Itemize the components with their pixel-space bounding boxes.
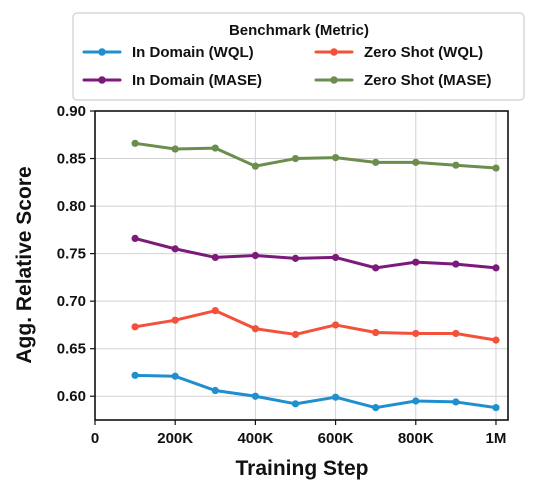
data-point	[291, 400, 300, 408]
data-point	[492, 264, 500, 272]
series-line	[133, 309, 498, 342]
data-point	[452, 260, 460, 268]
data-point	[251, 251, 259, 260]
data-point	[131, 139, 139, 147]
series-2	[131, 234, 500, 272]
legend-box	[72, 12, 525, 101]
legend-label: In Domain (WQL)	[132, 44, 254, 61]
data-point	[291, 330, 300, 339]
legend-label: Zero Shot (MASE)	[364, 72, 492, 89]
series-3	[131, 307, 500, 344]
y-tick-label: 0.60	[57, 388, 86, 405]
data-point	[492, 336, 500, 344]
x-tick-label: 1M	[486, 430, 507, 447]
series-group	[131, 139, 500, 412]
data-point	[372, 328, 380, 337]
legend-label: Zero Shot (WQL)	[364, 44, 483, 61]
data-point	[171, 245, 179, 253]
data-point	[251, 325, 259, 333]
data-point	[331, 153, 340, 162]
data-point	[211, 253, 219, 262]
data-point	[372, 264, 380, 272]
data-point	[412, 397, 420, 405]
legend-swatch-marker	[330, 76, 338, 84]
data-point	[171, 145, 179, 153]
y-tick-label: 0.90	[57, 103, 86, 120]
data-point	[211, 307, 219, 315]
y-tick-label: 0.75	[57, 246, 86, 263]
y-tick-label: 0.65	[57, 341, 86, 358]
data-point	[171, 316, 179, 324]
data-point	[331, 393, 340, 401]
series-line	[133, 236, 498, 270]
data-point	[372, 158, 380, 166]
y-axis-title: Agg. Relative Score	[13, 166, 36, 363]
legend-entry: Zero Shot (WQL)	[314, 44, 483, 61]
x-tick-label: 200K	[157, 430, 193, 447]
series-line	[133, 373, 498, 410]
data-point	[251, 392, 259, 400]
legend-entry: In Domain (WQL)	[82, 44, 254, 61]
legend-swatch-marker	[98, 76, 106, 84]
data-point	[211, 144, 219, 152]
y-tick-label: 0.85	[57, 151, 86, 168]
data-point	[131, 323, 139, 331]
data-point	[492, 404, 500, 412]
data-point	[372, 404, 380, 412]
data-point	[291, 154, 300, 163]
x-tick-label: 400K	[237, 430, 273, 447]
legend-entry: In Domain (MASE)	[82, 72, 262, 89]
series-4	[131, 139, 500, 172]
data-point	[452, 398, 460, 406]
data-point	[492, 164, 500, 172]
series-line	[133, 141, 498, 170]
data-point	[331, 253, 340, 262]
legend-swatch-marker	[98, 48, 106, 56]
legend-label: In Domain (MASE)	[132, 72, 262, 89]
legend-swatch-marker	[330, 48, 338, 56]
data-point	[171, 372, 179, 380]
data-point	[412, 258, 420, 266]
axis-ticks: 0 200K 400K 600K 800K 1M 0.60 0.65 0.70 0.75 0.80 0…	[57, 103, 507, 447]
data-point	[412, 329, 420, 338]
data-point	[291, 254, 300, 262]
data-point	[452, 161, 460, 169]
x-tick-label: 600K	[318, 430, 354, 447]
data-point	[331, 321, 340, 329]
legend: Benchmark (Metric) In Domain (WQL) In Dom…	[72, 12, 525, 101]
y-tick-label: 0.70	[57, 293, 86, 310]
legend-entry: Zero Shot (MASE)	[314, 72, 492, 89]
series-1	[131, 371, 500, 412]
y-tick-label: 0.80	[57, 198, 86, 215]
plot-frame	[94, 110, 509, 421]
x-tick-label: 800K	[398, 430, 434, 447]
data-point	[131, 234, 139, 243]
data-point	[452, 329, 460, 338]
data-point	[211, 386, 219, 395]
data-point	[131, 371, 139, 379]
data-point	[251, 162, 259, 170]
x-axis-title: Training Step	[235, 457, 368, 480]
legend-title: Benchmark (Metric)	[229, 22, 369, 39]
data-point	[412, 158, 420, 166]
x-tick-label: 0	[91, 430, 99, 447]
